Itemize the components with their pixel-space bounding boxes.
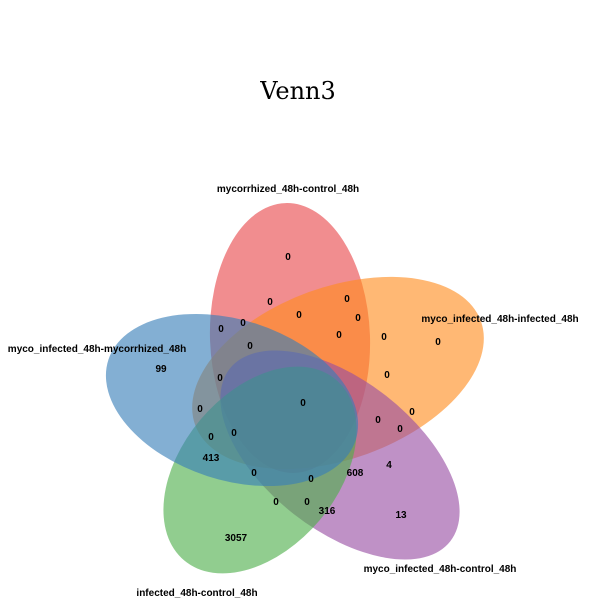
count-label: 0	[240, 318, 246, 329]
count-label: 0	[208, 432, 214, 443]
count-label: 13	[395, 510, 407, 521]
chart-title: Venn3	[259, 77, 336, 105]
count-label: 608	[347, 468, 364, 479]
count-label: 316	[319, 506, 336, 517]
set-label-myco-infected-control: myco_infected_48h-control_48h	[364, 564, 517, 575]
set-ellipse-myco-infected-mycorrhized	[105, 313, 359, 487]
set-label-myco-infected-mycorrhized: myco_infected_48h-mycorrhized_48h	[8, 344, 186, 355]
count-label: 0	[300, 398, 306, 409]
set-labels: mycorrhized_48h-control_48h myco_infecte…	[8, 184, 579, 599]
count-label: 0	[409, 407, 415, 418]
count-label: 99	[155, 364, 167, 375]
set-label-mycorrhized-control: mycorrhized_48h-control_48h	[217, 184, 359, 195]
count-label: 0	[435, 337, 441, 348]
count-label: 0	[285, 252, 291, 263]
count-label: 0	[218, 324, 224, 335]
count-label: 0	[273, 497, 279, 508]
count-label: 0	[308, 474, 314, 485]
count-label: 3057	[225, 533, 248, 544]
count-label: 413	[203, 453, 220, 464]
count-label: 0	[231, 428, 237, 439]
count-label: 0	[384, 370, 390, 381]
region-counts: 0 0 0 0 99 0 0 0 0 0 0 0 0 0 0 0 413 0 0…	[155, 252, 441, 544]
count-label: 0	[355, 313, 361, 324]
venn-ellipses	[105, 203, 484, 574]
count-label: 0	[381, 332, 387, 343]
count-label: 0	[336, 330, 342, 341]
set-label-myco-infected-infected: myco_infected_48h-infected_48h	[421, 314, 578, 325]
count-label: 0	[296, 310, 302, 321]
count-label: 0	[217, 373, 223, 384]
count-label: 0	[251, 468, 257, 479]
count-label: 0	[197, 404, 203, 415]
count-label: 0	[304, 497, 310, 508]
count-label: 4	[386, 460, 392, 471]
count-label: 0	[397, 424, 403, 435]
count-label: 0	[344, 294, 350, 305]
count-label: 0	[267, 297, 273, 308]
set-label-infected-control: infected_48h-control_48h	[136, 588, 257, 599]
count-label: 0	[375, 415, 381, 426]
count-label: 0	[247, 341, 253, 352]
